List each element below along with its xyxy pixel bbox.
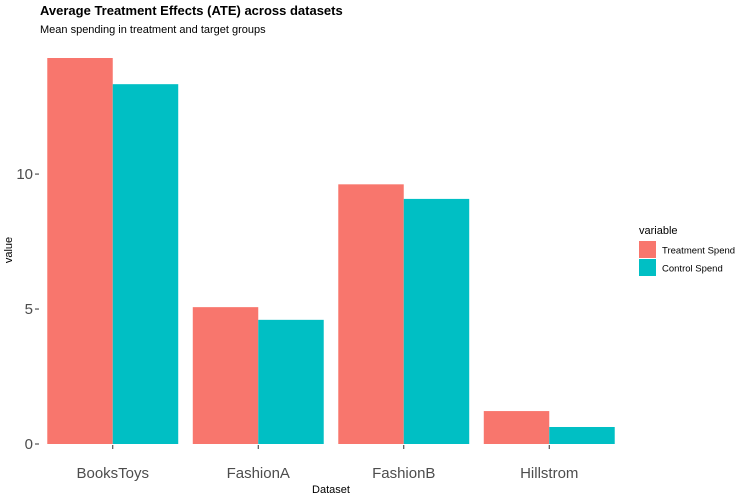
x-axis-title: Dataset	[312, 484, 350, 496]
legend-label: Control Spend	[662, 264, 723, 275]
y-tick-label: 0	[25, 436, 33, 453]
y-axis: 0 5 10	[16, 166, 39, 453]
chart-subtitle: Mean spending in treatment and target gr…	[40, 24, 266, 36]
bars-group	[47, 58, 615, 444]
x-tick-label: FashionA	[227, 465, 290, 482]
legend-key	[639, 241, 656, 258]
bar-hillstrom-control-spend	[549, 426, 615, 444]
bar-bookstoys-control-spend	[112, 84, 179, 444]
bar-hillstrom-treatment-spend	[483, 411, 550, 444]
legend-title: variable	[639, 225, 678, 237]
y-tick-label: 5	[25, 301, 33, 318]
chart-title: Average Treatment Effects (ATE) across d…	[40, 3, 343, 18]
x-tick-label: FashionB	[372, 465, 435, 482]
legend-key	[639, 259, 656, 276]
x-axis: BooksToys FashionA FashionB Hillstrom	[76, 445, 578, 482]
bar-fashiona-control-spend	[258, 319, 324, 444]
x-tick-label: Hillstrom	[520, 465, 578, 482]
bar-fashionb-control-spend	[403, 198, 470, 444]
y-axis-title: value	[3, 237, 15, 263]
legend-label: Treatment Spend	[662, 246, 735, 257]
legend: variable Treatment Spend Control Spend	[639, 225, 735, 276]
x-tick-label: BooksToys	[76, 465, 149, 482]
bar-fashionb-treatment-spend	[338, 184, 404, 444]
bar-bookstoys-treatment-spend	[47, 58, 113, 444]
y-tick-label: 10	[16, 166, 33, 183]
bar-fashiona-treatment-spend	[192, 307, 259, 444]
